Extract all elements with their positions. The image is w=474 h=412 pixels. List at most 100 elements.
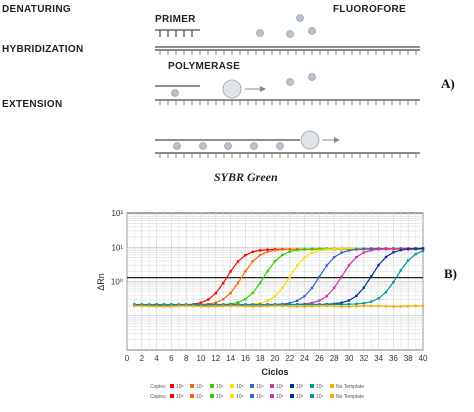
data-point [377, 263, 380, 267]
legend-prefix: Copies [150, 394, 166, 400]
data-point [347, 305, 351, 308]
data-point [362, 247, 365, 251]
x-tick-label: 4 [154, 354, 159, 363]
data-point [259, 303, 262, 306]
data-point [325, 248, 328, 251]
legend-label: 10⁴ [256, 384, 264, 390]
data-point [155, 303, 158, 306]
legend-label: 10⁴ [256, 394, 264, 400]
data-point [251, 303, 254, 306]
data-point [399, 269, 402, 272]
data-point [273, 249, 277, 252]
data-point [236, 301, 240, 304]
x-axis-title: Ciclos [261, 367, 288, 377]
data-point [214, 291, 217, 295]
data-point [340, 305, 343, 308]
data-point [421, 304, 425, 308]
data-point [414, 252, 417, 256]
x-tick-label: 40 [419, 354, 428, 363]
data-point [392, 251, 395, 254]
data-point [325, 303, 328, 306]
legend-swatch [210, 384, 214, 388]
label-extension: EXTENSION [2, 99, 63, 110]
data-point [229, 304, 232, 308]
polymerase-extension [222, 79, 266, 99]
x-tick-label: 26 [315, 354, 324, 363]
data-point [229, 291, 232, 295]
data-point [259, 301, 262, 305]
data-point [407, 304, 410, 308]
data-point [303, 256, 306, 259]
data-point [266, 304, 269, 308]
product-strand [155, 139, 420, 154]
data-point [340, 247, 343, 251]
data-point [281, 304, 284, 308]
data-point [266, 299, 269, 303]
data-point [259, 249, 262, 252]
legend-label: 10³ [276, 394, 284, 400]
data-point [303, 305, 306, 308]
data-point [318, 299, 321, 302]
data-point [325, 264, 328, 267]
data-point [281, 253, 284, 257]
data-point [133, 303, 136, 306]
bound-dye-product [173, 142, 284, 150]
data-point [296, 299, 299, 302]
data-point [266, 303, 269, 306]
data-point [222, 303, 225, 306]
data-point [355, 248, 358, 251]
data-point [236, 281, 240, 285]
legend-label: 10² [296, 384, 304, 390]
legend-swatch [170, 384, 174, 388]
legend-label: 10⁶ [216, 394, 224, 400]
data-point [384, 255, 388, 259]
legend-label: 10⁶ [216, 384, 224, 390]
legend-swatch [330, 394, 334, 398]
data-point [362, 304, 365, 308]
x-tick-label: 18 [256, 354, 265, 363]
legend-label: No Template [336, 384, 364, 390]
legend-swatch [170, 394, 174, 398]
legend-swatch [290, 394, 294, 398]
data-point [229, 303, 232, 306]
data-point [244, 303, 247, 306]
data-point [318, 303, 321, 306]
data-point [251, 250, 254, 254]
data-point [244, 253, 247, 257]
label-fluorofore: FLUOROFORE [333, 4, 406, 15]
legend-label: No Template [336, 394, 364, 400]
panel-label-b: B) [444, 266, 457, 281]
data-point [370, 275, 373, 278]
data-point [370, 300, 373, 303]
data-point [318, 249, 321, 252]
data-point [273, 303, 277, 306]
data-point [333, 256, 336, 259]
data-point [170, 305, 173, 308]
data-point [259, 305, 262, 308]
data-point [192, 303, 195, 306]
data-point [333, 303, 336, 306]
data-point [288, 248, 291, 251]
data-point [288, 301, 291, 305]
data-point [421, 249, 425, 253]
x-tick-label: 2 [140, 354, 145, 363]
legend-label: 10³ [276, 384, 284, 390]
y-tick-label: 10² [111, 209, 123, 218]
data-point [244, 270, 247, 273]
data-point [355, 255, 358, 259]
data-point [310, 301, 314, 305]
label-polymerase: POLYMERASE [168, 61, 240, 72]
data-point [288, 250, 291, 253]
bound-dye-extension [171, 73, 316, 97]
data-point [170, 303, 173, 306]
data-point [325, 294, 328, 298]
data-point [222, 298, 225, 301]
polymerase-product [300, 130, 340, 150]
legend-label: 10⁷ [196, 384, 204, 390]
series-line [134, 305, 424, 308]
label-denaturing: DENATURING [2, 4, 71, 15]
data-point [303, 248, 306, 251]
data-point [266, 250, 269, 253]
data-point [251, 260, 254, 263]
data-point [340, 251, 343, 254]
